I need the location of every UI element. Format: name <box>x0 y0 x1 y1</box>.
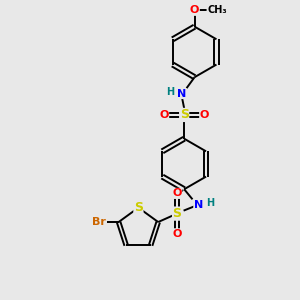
Text: H: H <box>166 87 174 97</box>
Text: O: O <box>200 110 209 120</box>
Text: H: H <box>206 198 214 208</box>
Text: S: S <box>134 201 143 214</box>
Text: S: S <box>180 108 189 122</box>
Text: S: S <box>172 207 182 220</box>
Text: N: N <box>194 200 203 210</box>
Text: Br: Br <box>92 217 106 227</box>
Text: CH₃: CH₃ <box>207 5 227 15</box>
Text: N: N <box>177 88 186 98</box>
Text: O: O <box>172 188 182 198</box>
Text: O: O <box>172 229 182 239</box>
Text: O: O <box>159 110 169 120</box>
Text: O: O <box>190 5 199 15</box>
